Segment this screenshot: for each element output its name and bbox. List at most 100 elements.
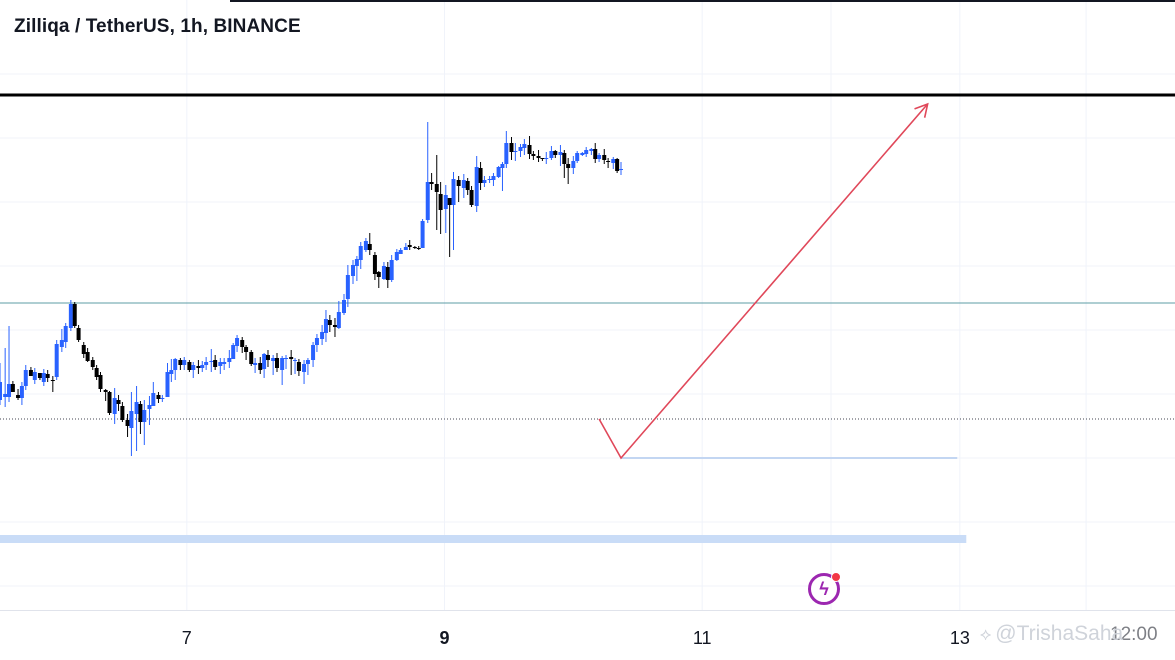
candle-body bbox=[231, 345, 236, 359]
candle-body bbox=[606, 161, 611, 162]
candle-body bbox=[147, 405, 152, 409]
candle-down bbox=[94, 365, 99, 380]
candle-body bbox=[509, 143, 514, 152]
candle-up bbox=[451, 172, 456, 250]
candle-up bbox=[262, 353, 267, 378]
candle-down bbox=[90, 357, 95, 370]
candle-down bbox=[553, 150, 558, 158]
candle-body bbox=[265, 355, 270, 360]
candle-down bbox=[240, 337, 245, 353]
candle-down bbox=[125, 414, 130, 437]
candle-body bbox=[403, 247, 408, 250]
candle-up bbox=[518, 144, 523, 157]
notification-dot-icon bbox=[831, 572, 841, 582]
candle-body bbox=[32, 372, 37, 380]
candle-body bbox=[227, 358, 232, 362]
candle-body bbox=[416, 248, 421, 249]
candle-up bbox=[3, 348, 8, 407]
candle-up bbox=[142, 400, 147, 445]
candle-up bbox=[320, 325, 325, 345]
candle-body bbox=[478, 168, 483, 183]
candle-body bbox=[584, 150, 589, 154]
candle-down bbox=[178, 358, 183, 370]
candle-up bbox=[19, 382, 24, 405]
candle-up bbox=[381, 262, 386, 280]
watermark-text: @TrishaSaha bbox=[995, 622, 1124, 645]
candle-up bbox=[54, 340, 59, 380]
x-axis: 7 9 11 13 bbox=[182, 628, 970, 648]
candle-down bbox=[213, 355, 218, 370]
candle-body bbox=[16, 395, 21, 398]
candle-down bbox=[156, 392, 161, 403]
candle-up bbox=[336, 301, 341, 329]
candle-up bbox=[575, 151, 580, 163]
chart-title: Zilliqa / TetherUS, 1h, BINANCE bbox=[14, 16, 301, 37]
x-axis-partial-label: 12:00 bbox=[1110, 624, 1158, 645]
candle-up bbox=[549, 146, 554, 160]
candle-up bbox=[253, 358, 258, 373]
candle-body bbox=[351, 265, 356, 276]
candle-body bbox=[305, 360, 310, 364]
candle-body bbox=[200, 365, 205, 368]
candle-body bbox=[438, 194, 443, 210]
candle-up bbox=[63, 323, 68, 348]
candle-body bbox=[169, 370, 174, 374]
candle-down bbox=[438, 182, 443, 234]
candle-body bbox=[536, 156, 541, 158]
candle-down bbox=[566, 158, 571, 184]
candle-body bbox=[615, 159, 620, 171]
candle-body bbox=[187, 362, 192, 370]
candle-body bbox=[112, 398, 117, 414]
lightning-bolt-button[interactable]: ϟ bbox=[808, 572, 841, 605]
candle-down bbox=[469, 186, 474, 207]
candle-body bbox=[235, 338, 240, 346]
candle-down bbox=[116, 395, 121, 411]
candle-body bbox=[209, 361, 214, 362]
candle-up bbox=[580, 152, 585, 156]
candle-body bbox=[465, 181, 470, 190]
candle-body bbox=[142, 410, 147, 422]
candle-body bbox=[249, 352, 254, 364]
candle-down bbox=[509, 137, 514, 160]
candle-body bbox=[72, 304, 77, 326]
candle-up bbox=[112, 388, 117, 424]
candle-body bbox=[566, 164, 571, 168]
candle-body bbox=[289, 357, 294, 359]
candle-body bbox=[540, 158, 545, 159]
candle-up bbox=[491, 173, 496, 186]
candle-down bbox=[531, 151, 536, 160]
candle-up bbox=[41, 369, 46, 386]
candle-body bbox=[425, 182, 430, 220]
candle-body bbox=[597, 155, 602, 159]
candle-body bbox=[398, 250, 403, 254]
candle-body bbox=[407, 245, 412, 247]
candle-body bbox=[160, 398, 165, 399]
candle-body bbox=[271, 358, 276, 361]
candle-body bbox=[580, 153, 585, 155]
candle-up bbox=[571, 156, 576, 174]
candle-body bbox=[94, 368, 99, 377]
candle-up bbox=[597, 153, 602, 162]
candle-body bbox=[385, 267, 390, 280]
candle-down bbox=[265, 350, 270, 367]
candle-body bbox=[381, 266, 386, 279]
arrow-head-icon bbox=[914, 102, 929, 118]
candle-body bbox=[125, 420, 130, 426]
candle-body bbox=[513, 151, 518, 152]
candle-body bbox=[7, 384, 12, 397]
projection-arrow bbox=[598, 102, 929, 460]
binance-diamond-icon: ⟡ bbox=[980, 625, 992, 644]
candle-down bbox=[258, 357, 263, 374]
candle-body bbox=[575, 153, 580, 161]
candle-up bbox=[323, 310, 328, 342]
candle-down bbox=[478, 162, 483, 190]
candle-body bbox=[451, 179, 456, 205]
candle-up bbox=[284, 355, 289, 369]
candle-body bbox=[156, 395, 161, 399]
candle-body bbox=[23, 370, 28, 386]
candle-body bbox=[311, 345, 316, 360]
candle-down bbox=[107, 391, 112, 415]
candle-down bbox=[615, 158, 620, 173]
candle-body bbox=[275, 358, 280, 368]
